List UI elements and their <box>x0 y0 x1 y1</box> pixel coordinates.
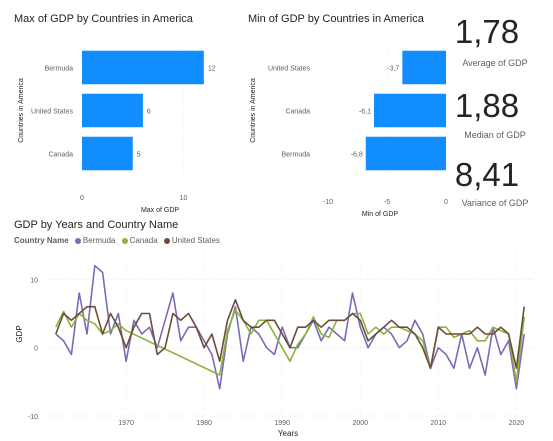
x-axis-label: Years <box>278 429 298 438</box>
x-tick-label: 2020 <box>509 420 525 427</box>
category-label-united-states: United States <box>268 66 311 73</box>
legend-item-canada[interactable]: Canada <box>121 236 158 245</box>
y-tick-label: -10 <box>28 414 38 421</box>
data-label-bermuda: 12 <box>208 66 216 73</box>
data-label-united-states: 6 <box>147 109 151 116</box>
bar-united-states <box>82 93 143 128</box>
legend-title: Country Name <box>14 236 69 245</box>
x-tick-label: 2010 <box>431 420 447 427</box>
y-axis-label: GDP <box>15 325 24 342</box>
bar-bermuda <box>82 50 204 85</box>
x-tick-label: 1990 <box>274 420 290 427</box>
bar-canada <box>82 136 133 171</box>
legend-label-united-states: United States <box>171 236 220 245</box>
card-median-label: Median of GDP <box>464 130 526 140</box>
data-label-canada: -6,1 <box>359 109 371 116</box>
max-gdp-bar-chart: 0 10 Bermuda 12 United States 6 Canada 5 Max of … <box>18 46 216 214</box>
x-tick-label: 2000 <box>352 420 368 427</box>
card-median-value: 1,88 <box>454 87 520 124</box>
x-tick-label: 1980 <box>196 420 212 427</box>
category-label-canada: Canada <box>48 152 73 159</box>
bar-united-states <box>402 50 446 85</box>
category-label-canada: Canada <box>285 109 310 116</box>
bar-canada <box>374 93 446 128</box>
x-tick-label: -5 <box>384 199 390 206</box>
legend-dot-canada <box>121 237 128 244</box>
y-tick-label: 0 <box>34 346 38 353</box>
data-label-bermuda: -6,8 <box>351 152 363 159</box>
category-label-bermuda: Bermuda <box>282 152 311 159</box>
legend-label-canada: Canada <box>129 236 158 245</box>
x-tick-label: 0 <box>444 199 448 206</box>
gdp-years-line-chart: -10 0 10 1970 1980 1990 2000 2010 2020 Years GDP <box>15 252 532 438</box>
legend-item-bermuda[interactable]: Bermuda <box>74 236 116 245</box>
x-tick-label: 1970 <box>118 420 134 427</box>
x-tick-label: 10 <box>180 195 188 202</box>
x-tick-label: 0 <box>80 195 84 202</box>
y-tick-label: 10 <box>30 277 38 284</box>
legend-dot-bermuda <box>74 237 81 244</box>
x-axis-label: Max of GDP <box>141 207 179 214</box>
card-average-label: Average of GDP <box>462 58 528 68</box>
y-axis-label: Countries in America <box>250 78 257 143</box>
legend-dot-united-states <box>163 237 170 244</box>
x-tick-label: -10 <box>323 199 333 206</box>
legend-label-bermuda: Bermuda <box>82 236 116 245</box>
category-label-bermuda: Bermuda <box>45 66 74 73</box>
y-axis-label: Countries in America <box>18 78 25 143</box>
card-variance-value: 8,41 <box>454 156 520 193</box>
x-axis-label: Min of GDP <box>362 211 399 218</box>
min-gdp-bar-chart: -10 -5 0 United States -3,7 Canada -6,1 Bermuda… <box>250 46 448 218</box>
card-average-value: 1,78 <box>454 13 520 50</box>
category-label-united-states: United States <box>31 109 74 116</box>
chart-title-gdp-years: GDP by Years and Country Name <box>14 219 179 231</box>
data-label-united-states: -3,7 <box>387 66 399 73</box>
bar-bermuda <box>365 136 446 171</box>
card-variance-label: Variance of GDP <box>461 198 529 208</box>
line-chart-legend: Country Name Bermuda Canada United State… <box>14 236 224 245</box>
chart-title-min-gdp: Min of GDP by Countries in America <box>248 13 424 25</box>
legend-item-united-states[interactable]: United States <box>163 236 220 245</box>
data-label-canada: 5 <box>137 152 141 159</box>
chart-title-max-gdp: Max of GDP by Countries in America <box>14 13 193 25</box>
series-line-united-states <box>55 298 525 369</box>
